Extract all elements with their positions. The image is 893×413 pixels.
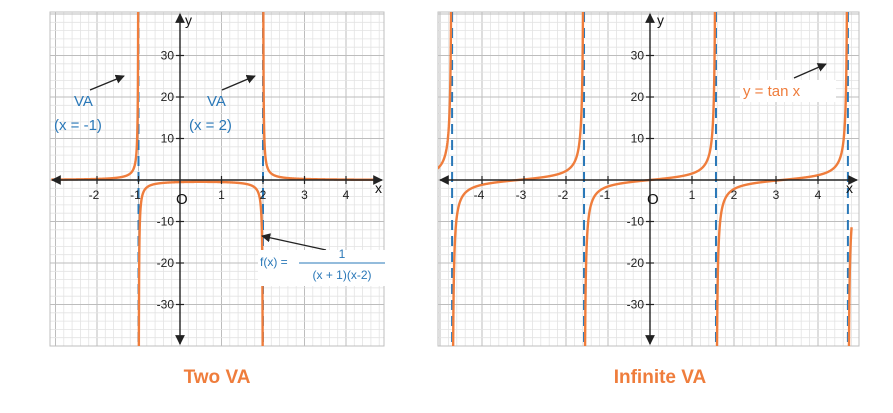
y-tick-label: -30 — [627, 298, 645, 312]
x-tick-label: 2 — [260, 188, 267, 202]
x-tick-label: 2 — [731, 188, 738, 202]
x-tick-label: 1 — [218, 188, 225, 202]
va-right-label-line1: VA — [207, 93, 226, 110]
y-tick-label: -10 — [157, 215, 175, 229]
va-left-label-line2: (x = -1) — [54, 117, 102, 134]
chart-title: Two VA — [184, 367, 251, 388]
y-axis-label: y — [185, 12, 192, 28]
axes — [51, 13, 383, 345]
function-label-background — [258, 250, 386, 286]
function-label: y = tan x — [743, 83, 801, 100]
curve-branch — [438, 12, 453, 170]
x-tick-label: 3 — [301, 188, 308, 202]
chart-title: Infinite VA — [614, 367, 707, 388]
y-tick-label: -20 — [157, 256, 175, 270]
tick-labels: -4 -3 -2 -1 1 2 3 4 30 20 10 -10 -20 -30 — [474, 49, 822, 312]
x-tick-label: -1 — [130, 188, 141, 202]
va-right-label-line2: (x = 2) — [189, 117, 232, 134]
x-tick-label: 4 — [815, 188, 822, 202]
origin-label: O — [647, 191, 659, 208]
curve-branch — [847, 226, 853, 346]
y-axis-label: y — [657, 12, 664, 28]
tick-labels: -2 -1 1 2 3 4 30 20 10 -10 -20 -30 — [89, 49, 350, 312]
va-left-label-line1: VA — [74, 93, 93, 110]
y-tick-label: -30 — [157, 298, 175, 312]
function-label-prefix: f(x) = — [260, 255, 288, 269]
function-label-arrow — [261, 233, 327, 251]
axes — [439, 13, 858, 345]
y-tick-label: 30 — [631, 49, 645, 63]
y-tick-label: -20 — [627, 256, 645, 270]
va-right-arrow — [221, 75, 256, 91]
x-tick-label: -3 — [516, 188, 527, 202]
function-label-denominator: (x + 1)(x-2) — [312, 268, 371, 282]
y-tick-label: 10 — [631, 132, 645, 146]
x-tick-label: 3 — [773, 188, 780, 202]
x-tick-label: -1 — [600, 188, 611, 202]
x-tick-label: -2 — [89, 188, 100, 202]
x-tick-label: -2 — [558, 188, 569, 202]
function-label-background — [740, 80, 836, 102]
y-tick-label: 10 — [161, 132, 175, 146]
x-axis-label: x — [375, 180, 382, 196]
y-tick-label: 20 — [161, 90, 175, 104]
chart-infinite-va: -4 -3 -2 -1 1 2 3 4 30 20 10 -10 -20 -30 x y O y = ta… — [437, 11, 860, 388]
function-label-numerator: 1 — [339, 247, 346, 261]
y-tick-label: 20 — [631, 90, 645, 104]
va-left-arrow — [89, 74, 125, 91]
x-tick-label: 4 — [343, 188, 350, 202]
x-axis-label: x — [846, 180, 853, 196]
x-tick-label: -4 — [474, 188, 485, 202]
function-label-arrow — [793, 63, 827, 79]
chart-two-va: -2 -1 1 2 3 4 30 20 10 -10 -20 -30 x y O VA (x = -1… — [49, 11, 386, 388]
plot-frame — [437, 11, 860, 347]
x-tick-label: 1 — [689, 188, 696, 202]
y-tick-label: -10 — [627, 215, 645, 229]
y-tick-label: 30 — [161, 49, 175, 63]
origin-label: O — [176, 191, 188, 208]
plot-frame — [49, 11, 385, 347]
function-label: f(x) = 1 (x + 1)(x-2) — [258, 247, 386, 286]
